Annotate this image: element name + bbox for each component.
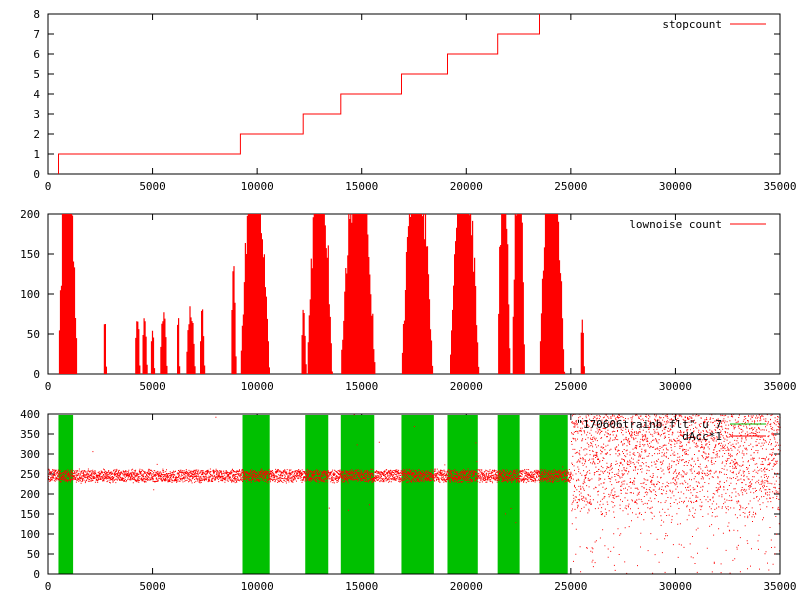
- lownoise-burst-4: [150, 330, 156, 374]
- green-band-2: [305, 415, 329, 574]
- green-band-5: [447, 415, 478, 574]
- x-tick-label: 10000: [241, 380, 274, 393]
- lownoise-burst-11: [301, 309, 307, 374]
- dacc-panel: 0 5000 10000 15000 20000 25000 30000 35000 0 50 10…: [20, 408, 796, 593]
- lownoise-burst-3: [142, 318, 148, 374]
- x-tick-label: 0: [45, 580, 52, 593]
- green-band-7: [539, 415, 568, 574]
- lownoise-burst-0: [58, 214, 78, 374]
- lownoise-burst-19: [580, 319, 585, 374]
- green-band-4: [401, 415, 434, 574]
- lownoise-burst-17: [512, 214, 525, 374]
- green-band-0: [58, 415, 74, 574]
- y-tick-label: 150: [20, 248, 40, 261]
- y-tick-label: 50: [27, 328, 40, 341]
- y-tick-label: 1: [33, 148, 40, 161]
- lownoise-burst-12: [307, 214, 333, 374]
- x-tick-label: 20000: [450, 580, 483, 593]
- x-tick-label: 25000: [554, 580, 587, 593]
- lownoise-burst-7: [186, 306, 196, 374]
- y-tick-label: 300: [20, 448, 40, 461]
- y-tick-label: 2: [33, 128, 40, 141]
- legend-label: "170606trainb.flt" u 7: [576, 418, 722, 431]
- y-tick-label: 100: [20, 288, 40, 301]
- x-tick-label: 10000: [241, 580, 274, 593]
- x-tick-label: 25000: [554, 380, 587, 393]
- y-tick-label: 350: [20, 428, 40, 441]
- x-tick-label: 30000: [659, 180, 692, 193]
- x-tick-label: 30000: [659, 580, 692, 593]
- x-tick-label: 0: [45, 180, 52, 193]
- x-tick-label: 10000: [241, 180, 274, 193]
- stopcount-panel: 0 5000 10000 15000 20000 25000 30000 35000 0 1 2 3 4…: [33, 8, 796, 193]
- x-tick-label: 20000: [450, 380, 483, 393]
- y-tick-label: 100: [20, 528, 40, 541]
- lownoise-burst-14: [401, 214, 434, 374]
- x-tick-label: 30000: [659, 380, 692, 393]
- y-tick-label: 200: [20, 208, 40, 221]
- lownoise-burst-8: [200, 309, 206, 374]
- lownoise-burst-10: [240, 214, 270, 374]
- legend-label: dAcc*1: [682, 430, 722, 443]
- plot-frame: [47, 13, 781, 175]
- y-tick-label: 200: [20, 488, 40, 501]
- x-tick-label: 35000: [763, 580, 796, 593]
- y-tick-label: 0: [33, 168, 40, 181]
- green-band-6: [497, 415, 520, 574]
- x-tick-label: 15000: [345, 580, 378, 593]
- lownoise-burst-6: [177, 318, 181, 374]
- lownoise-burst-9: [231, 266, 237, 374]
- x-tick-label: 35000: [763, 180, 796, 193]
- lownoise-burst-13: [341, 214, 376, 374]
- y-tick-label: 50: [27, 548, 40, 561]
- legend-label: lownoise count: [629, 218, 722, 231]
- y-tick-label: 4: [33, 88, 40, 101]
- lownoise-burst-5: [160, 312, 168, 374]
- y-tick-label: 250: [20, 468, 40, 481]
- x-tick-label: 35000: [763, 380, 796, 393]
- x-tick-label: 25000: [554, 180, 587, 193]
- stopcount-line: [58, 14, 540, 174]
- y-tick-label: 6: [33, 48, 40, 61]
- y-tick-label: 0: [33, 368, 40, 381]
- y-tick-label: 3: [33, 108, 40, 121]
- x-tick-label: 0: [45, 380, 52, 393]
- lownoise-panel: 0 5000 10000 15000 20000 25000 30000 35000 0 50 10…: [20, 208, 796, 393]
- x-tick-label: 20000: [450, 180, 483, 193]
- y-tick-label: 7: [33, 28, 40, 41]
- y-tick-label: 8: [33, 8, 40, 21]
- x-tick-label: 5000: [139, 180, 166, 193]
- plot-frame-top: [47, 413, 781, 575]
- lownoise-burst-15: [450, 214, 480, 374]
- lownoise-burst-16: [498, 214, 511, 374]
- y-tick-label: 400: [20, 408, 40, 421]
- lownoise-burst-1: [103, 324, 107, 374]
- green-band-3: [340, 415, 375, 574]
- y-tick-label: 0: [33, 568, 40, 581]
- x-tick-label: 5000: [139, 580, 166, 593]
- green-band-1: [242, 415, 270, 574]
- lownoise-burst-18: [539, 214, 566, 374]
- x-tick-label: 5000: [139, 380, 166, 393]
- legend-label: stopcount: [662, 18, 722, 31]
- lownoise-burst-2: [135, 321, 141, 374]
- x-tick-label: 15000: [345, 380, 378, 393]
- x-tick-label: 15000: [345, 180, 378, 193]
- y-tick-label: 150: [20, 508, 40, 521]
- y-tick-label: 5: [33, 68, 40, 81]
